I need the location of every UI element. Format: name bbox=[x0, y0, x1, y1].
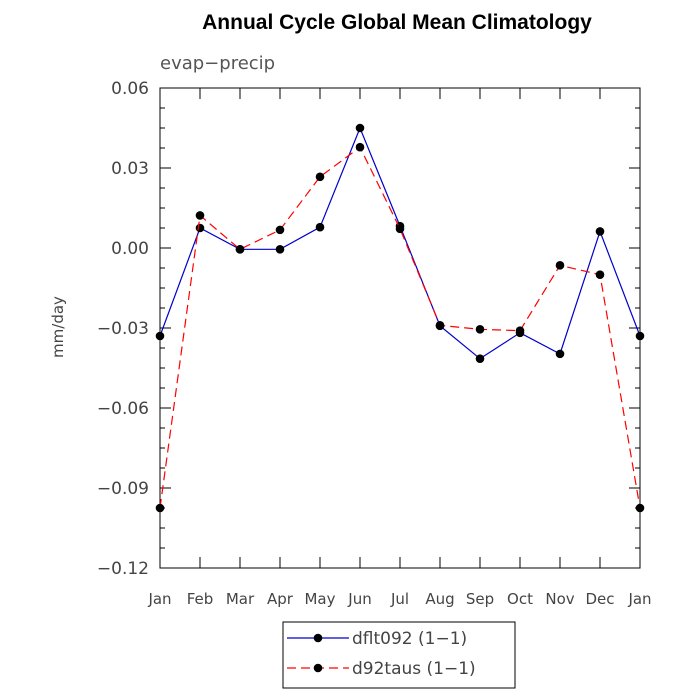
series-2 bbox=[155, 142, 645, 513]
legend-label: dflt092 (1−1) bbox=[352, 629, 467, 649]
legend-marker bbox=[313, 633, 323, 643]
data-point bbox=[275, 245, 285, 254]
data-point bbox=[195, 211, 205, 220]
x-tick-label: Sep bbox=[466, 590, 494, 608]
x-tick-label: Oct bbox=[507, 590, 533, 608]
data-point bbox=[595, 227, 605, 236]
data-point bbox=[555, 261, 565, 270]
data-point bbox=[475, 325, 485, 334]
chart-subtitle: evap−precip bbox=[160, 53, 275, 74]
data-point bbox=[155, 503, 165, 513]
y-tick-label: −0.03 bbox=[97, 319, 149, 339]
data-point bbox=[555, 349, 565, 359]
y-tick-label: −0.09 bbox=[97, 479, 149, 499]
y-tick-label: −0.12 bbox=[97, 559, 149, 579]
data-point bbox=[235, 245, 245, 254]
x-tick-label: Aug bbox=[425, 590, 454, 608]
x-tick-label: Jan bbox=[147, 590, 171, 608]
x-tick-label: Apr bbox=[267, 590, 294, 608]
y-axis-label: mm/day bbox=[49, 296, 67, 358]
data-point bbox=[315, 172, 325, 182]
data-point bbox=[355, 123, 365, 133]
legend: dflt092 (1−1) d92taus (1−1) bbox=[282, 621, 516, 689]
x-tick-label: Dec bbox=[585, 590, 614, 608]
y-tick-label: −0.06 bbox=[97, 399, 149, 419]
data-point bbox=[275, 225, 285, 235]
y-tick-label: 0.06 bbox=[111, 79, 149, 99]
data-point bbox=[355, 142, 365, 152]
data-point bbox=[475, 354, 485, 363]
x-tick-label: May bbox=[304, 590, 335, 608]
data-point bbox=[635, 503, 645, 513]
data-point bbox=[635, 331, 645, 341]
series-1 bbox=[155, 123, 645, 363]
legend-marker bbox=[313, 663, 323, 673]
data-point bbox=[595, 270, 605, 279]
data-point bbox=[195, 223, 205, 233]
legend-label: d92taus (1−1) bbox=[352, 659, 476, 679]
x-tick-label: Jul bbox=[390, 590, 409, 608]
x-tick-label: Jan bbox=[627, 590, 651, 608]
x-tick-label: Feb bbox=[187, 590, 214, 608]
x-tick-label: Mar bbox=[226, 590, 255, 608]
x-tick-label: Nov bbox=[545, 590, 574, 608]
y-tick-label: 0.03 bbox=[111, 159, 149, 179]
axes-layer: 0.06 0.03 0.00 −0.03 −0.06 −0.09 −0.12 Jan Feb Ma… bbox=[97, 79, 652, 608]
data-point bbox=[395, 224, 405, 234]
data-point bbox=[155, 331, 165, 341]
chart-title: Annual Cycle Global Mean Climatology bbox=[202, 11, 592, 34]
data-point bbox=[435, 321, 445, 330]
y-tick-label: 0.00 bbox=[111, 239, 149, 259]
series-layer bbox=[155, 123, 645, 513]
data-point bbox=[315, 222, 325, 232]
legend-box bbox=[282, 621, 516, 689]
data-point bbox=[515, 326, 525, 335]
x-tick-label: Jun bbox=[347, 590, 371, 608]
